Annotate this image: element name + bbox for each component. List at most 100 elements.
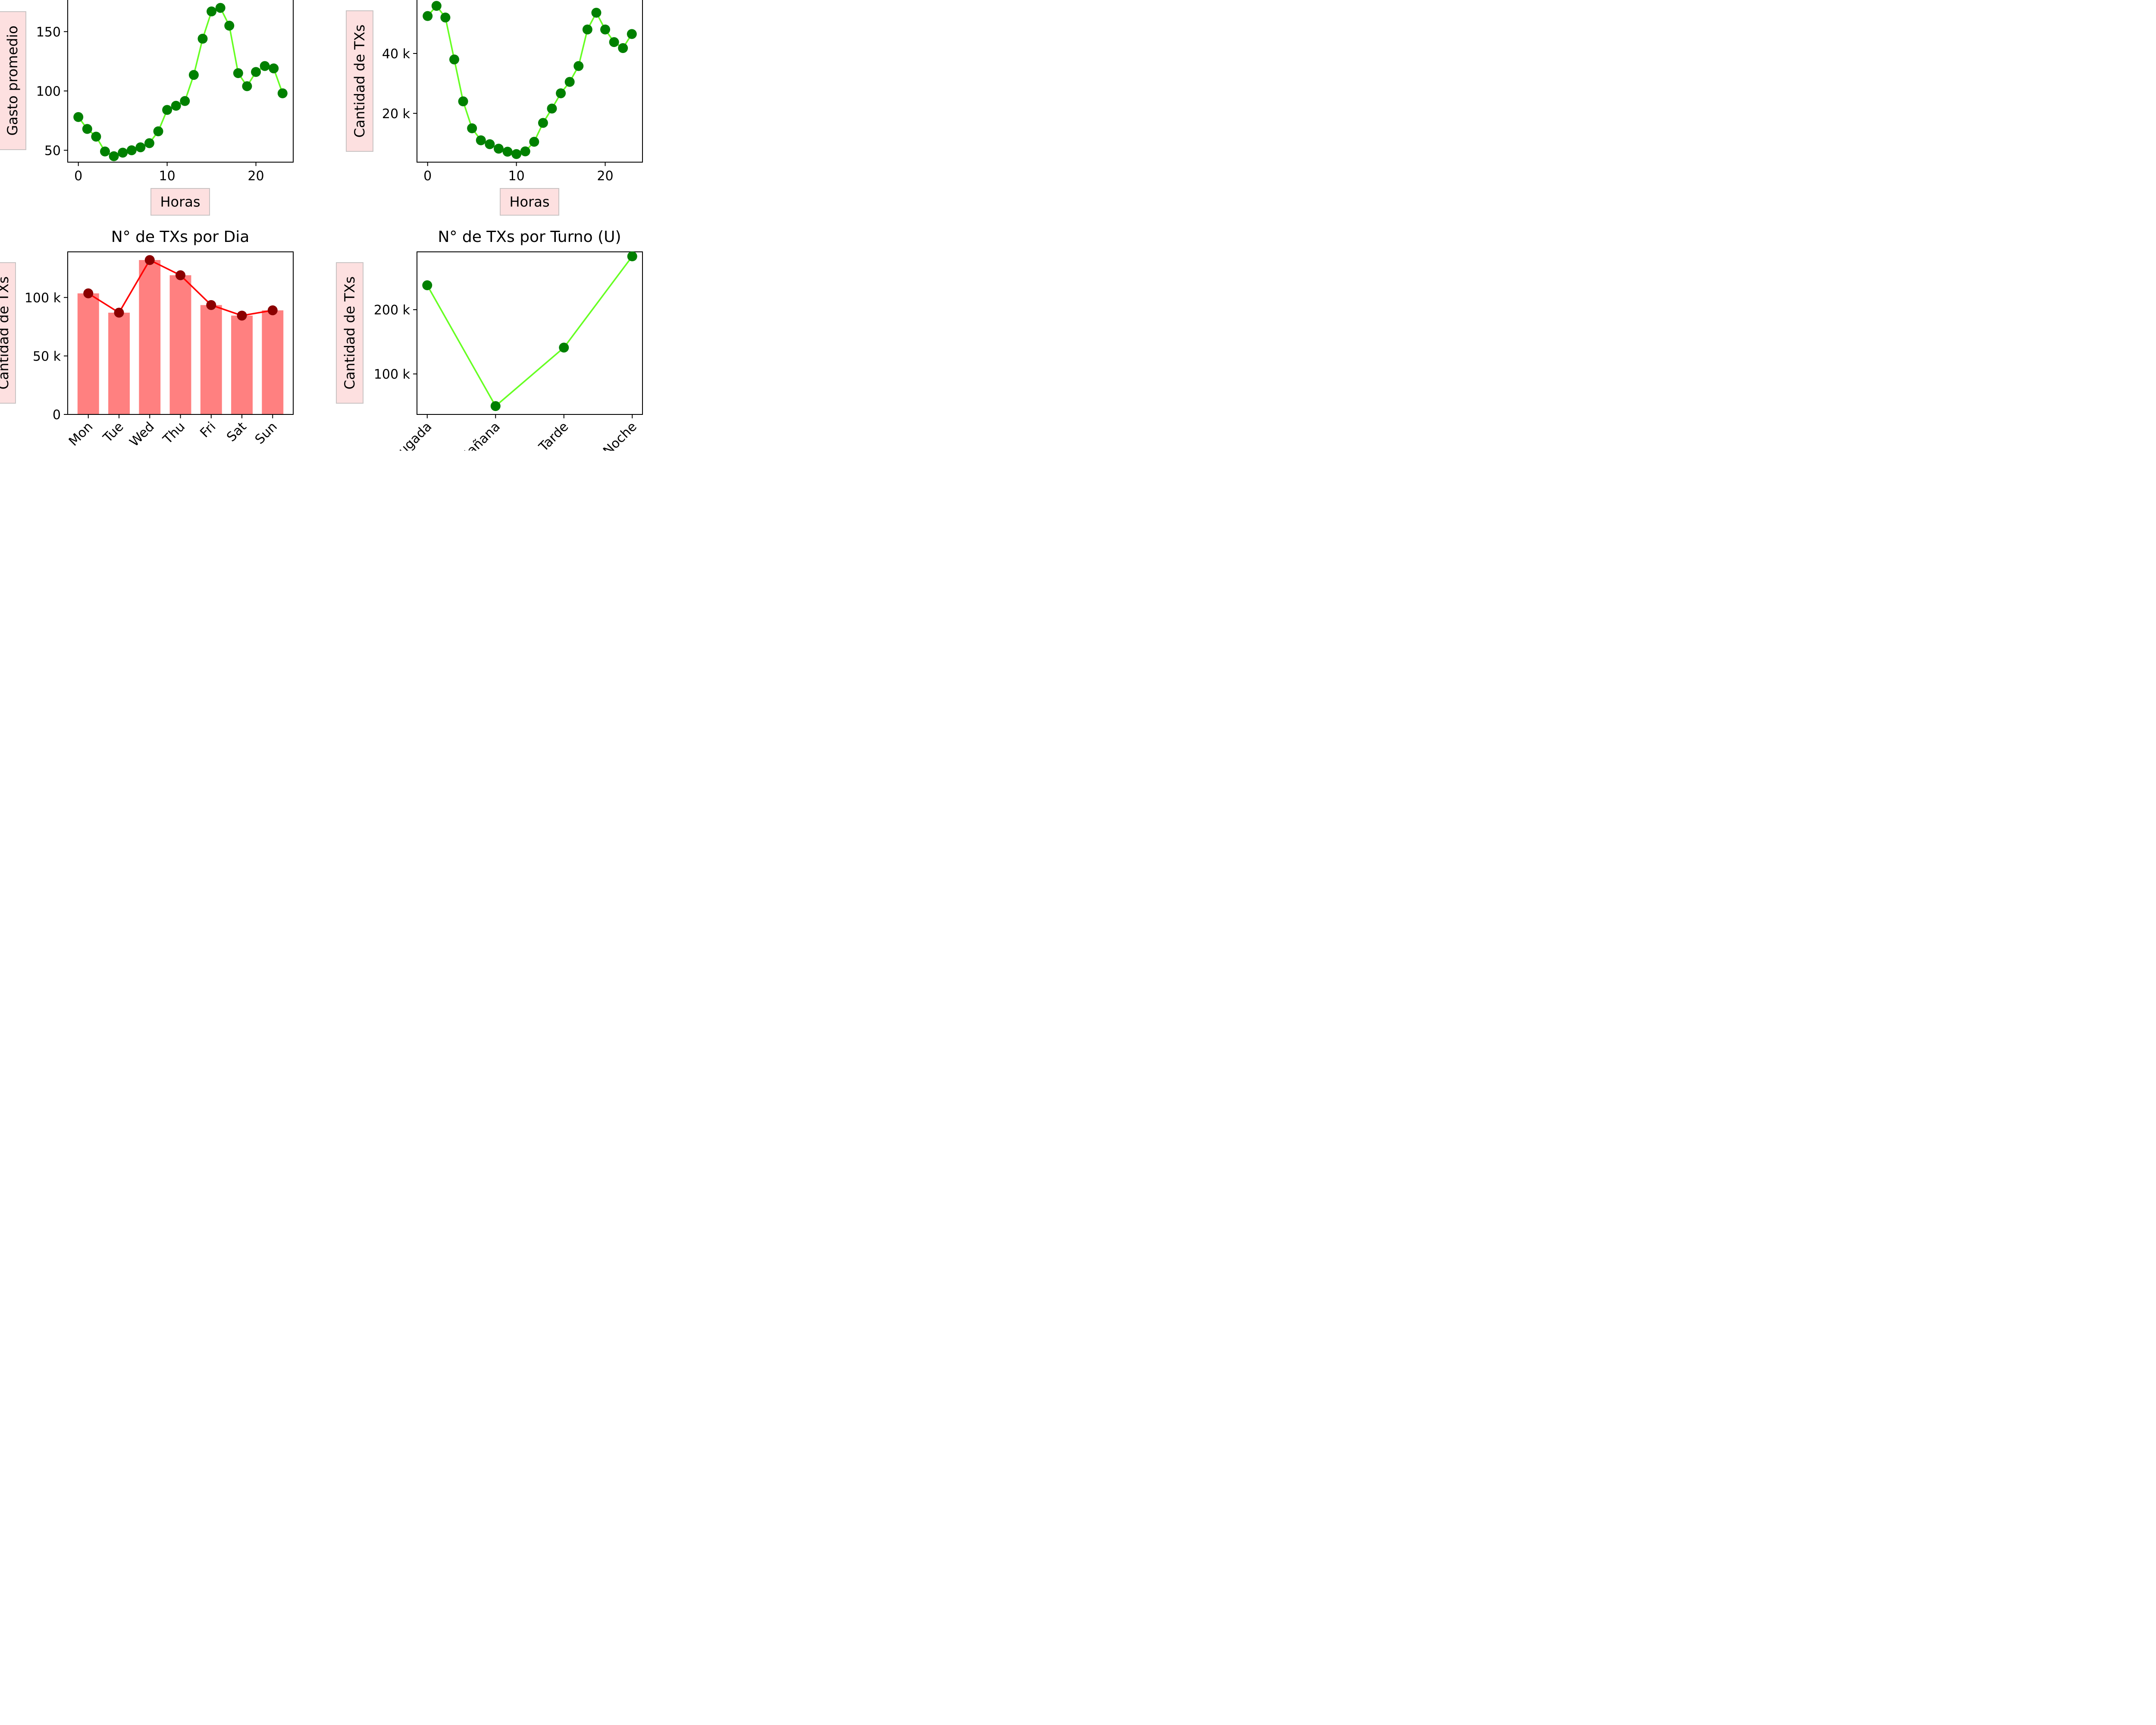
y-tick-label: 20 k bbox=[382, 107, 411, 122]
ylabel-group: Cantidad de TXs bbox=[336, 262, 364, 404]
data-point bbox=[251, 67, 261, 77]
chart-tx-count-by-day: 0 50 k 100 k Mon Tue Wed Thu Fri Sat Sun N° de TXs… bbox=[0, 228, 294, 450]
data-point bbox=[207, 6, 217, 17]
data-point bbox=[175, 270, 185, 280]
axes-frame bbox=[67, 0, 294, 163]
bar bbox=[262, 310, 284, 414]
axes-frame bbox=[417, 0, 643, 163]
data-point bbox=[493, 144, 504, 154]
data-point bbox=[618, 43, 628, 53]
data-point bbox=[476, 135, 486, 145]
data-point bbox=[162, 105, 172, 115]
data-point bbox=[260, 61, 270, 71]
data-point bbox=[627, 251, 637, 261]
ylabel-group: Cantidad de TXs bbox=[346, 10, 373, 152]
x-tick-label: Noche bbox=[600, 419, 640, 451]
x-tick-label: Sat bbox=[224, 419, 250, 445]
data-point bbox=[440, 13, 451, 23]
ylabel-background bbox=[346, 10, 373, 152]
data-point bbox=[267, 305, 278, 316]
x-tick-label: Mañana bbox=[456, 419, 503, 451]
x-tick-label: 20 bbox=[248, 169, 264, 184]
data-point bbox=[82, 124, 92, 134]
data-point bbox=[144, 138, 154, 148]
data-point bbox=[180, 96, 190, 106]
data-point bbox=[458, 96, 468, 107]
x-tick-label: Tue bbox=[100, 419, 127, 446]
x-tick-label: Wed bbox=[127, 419, 157, 450]
y-tick-label: 50 k bbox=[33, 349, 61, 364]
data-point bbox=[269, 63, 279, 74]
x-tick-label: Sun bbox=[252, 419, 280, 447]
x-tick-label: 20 bbox=[597, 169, 613, 184]
ylabel-group: Gasto promedio bbox=[0, 11, 26, 150]
series-line bbox=[426, 256, 633, 408]
data-point bbox=[582, 24, 592, 34]
y-tick-label: 150 bbox=[36, 25, 61, 40]
data-point bbox=[547, 104, 557, 114]
ylabel-background bbox=[0, 11, 26, 150]
data-point bbox=[135, 142, 146, 153]
data-point bbox=[627, 29, 637, 39]
data-point bbox=[114, 307, 124, 318]
data-point bbox=[118, 147, 128, 158]
data-point bbox=[529, 137, 539, 147]
data-point bbox=[520, 146, 530, 157]
data-point bbox=[573, 61, 584, 71]
data-point bbox=[490, 401, 501, 411]
xlabel-background bbox=[500, 188, 559, 216]
x-tick-label: 0 bbox=[74, 169, 82, 184]
chart-title: N° de TXs por Turno (U) bbox=[438, 228, 621, 246]
y-tick-label: 200 k bbox=[374, 303, 411, 318]
chart-title: N° de TXs por Dia bbox=[111, 228, 250, 246]
ylabel-group: Cantidad de TXs bbox=[0, 262, 16, 404]
data-point bbox=[233, 68, 243, 78]
x-tick-label: Thu bbox=[160, 419, 188, 447]
chart-tx-count-by-shift: 100 k 200 k Madrugada Mañana Tarde Noche N° de… bbox=[336, 228, 643, 482]
bar bbox=[200, 305, 222, 414]
data-point bbox=[224, 21, 235, 31]
ylabel-background bbox=[0, 262, 16, 404]
data-point bbox=[91, 132, 101, 142]
bar bbox=[77, 293, 99, 414]
data-point bbox=[600, 24, 611, 34]
data-point bbox=[559, 342, 569, 353]
y-tick-label: 100 bbox=[36, 84, 61, 99]
x-axis-label: Horas bbox=[509, 194, 549, 210]
data-point bbox=[73, 112, 84, 122]
bar bbox=[139, 260, 161, 414]
data-point bbox=[502, 147, 513, 157]
data-point bbox=[237, 310, 247, 321]
data-point bbox=[126, 145, 137, 155]
data-point bbox=[564, 77, 575, 87]
data-point bbox=[431, 1, 442, 11]
data-point bbox=[422, 280, 432, 290]
x-axis-label: Horas bbox=[160, 194, 200, 210]
x-tick-label: Tarde bbox=[536, 419, 572, 451]
data-point bbox=[511, 149, 522, 159]
axes-frame bbox=[417, 251, 643, 415]
y-axis-label: Cantidad de TXs bbox=[351, 25, 368, 138]
chart-tx-count-by-hour: 20 k 40 k 0 10 20 Cantidad de TXs Horas bbox=[346, 0, 643, 216]
data-point bbox=[485, 139, 495, 149]
x-tick-label: Madrugada bbox=[373, 419, 435, 451]
data-point bbox=[538, 118, 548, 128]
data-point bbox=[171, 100, 181, 111]
y-axis-label: Gasto promedio bbox=[4, 25, 21, 135]
series-line bbox=[78, 7, 283, 157]
data-point bbox=[556, 88, 566, 98]
x-tick-label: 10 bbox=[508, 169, 525, 184]
data-point bbox=[242, 81, 252, 91]
data-point bbox=[449, 54, 459, 65]
bar bbox=[231, 315, 253, 414]
y-tick-label: 100 k bbox=[25, 291, 61, 306]
data-point bbox=[144, 255, 155, 265]
data-point bbox=[153, 126, 163, 136]
x-tick-label: 10 bbox=[159, 169, 175, 184]
bar bbox=[108, 313, 130, 414]
data-point bbox=[206, 300, 216, 310]
data-point bbox=[215, 3, 226, 13]
data-point bbox=[197, 34, 208, 44]
chart-avg-spend-by-hour: 50 100 150 0 10 20 Gasto promedio Horas bbox=[0, 0, 294, 216]
data-point bbox=[109, 151, 119, 161]
